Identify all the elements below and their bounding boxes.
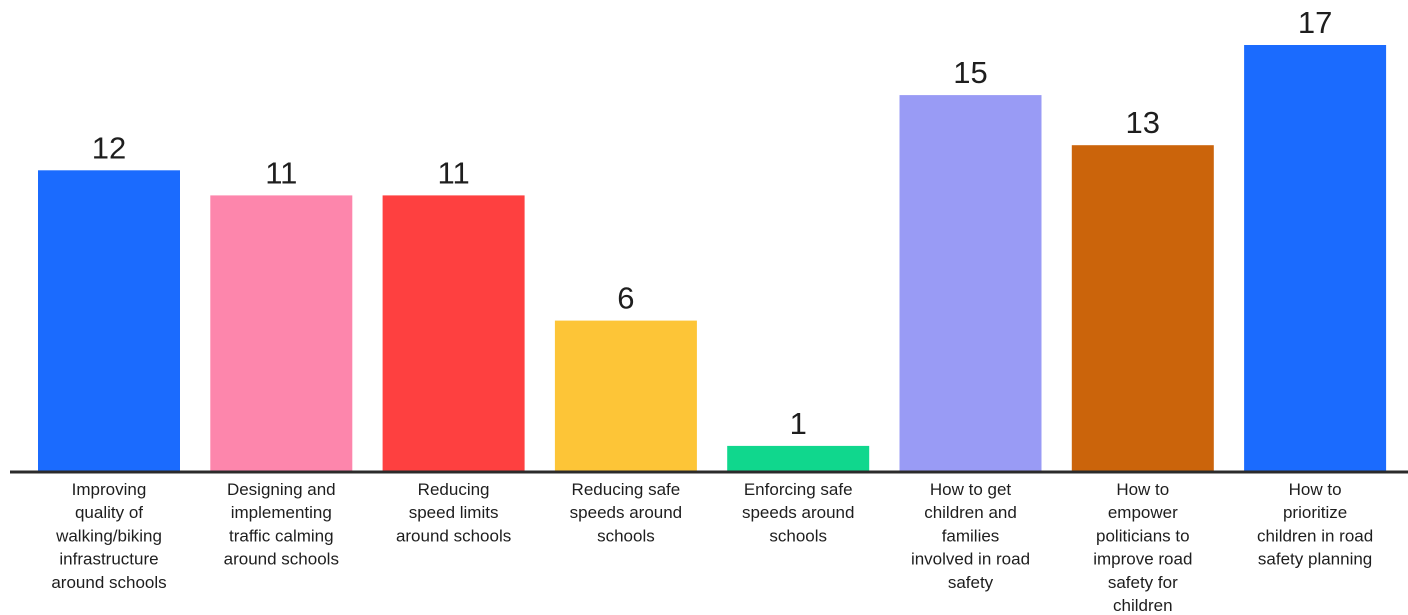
- bar-3: [382, 195, 525, 471]
- category-labels-group: Improving quality of walking/biking infrast…: [51, 480, 1373, 615]
- category-label-line: How to: [1116, 480, 1169, 499]
- category-label-line: Reducing safe: [572, 480, 681, 499]
- category-label-line: Reducing: [418, 480, 490, 499]
- value-label-2: 11: [265, 155, 297, 190]
- category-label-line: improve road: [1093, 550, 1192, 569]
- category-label-line: politicians to: [1096, 526, 1190, 545]
- category-label-line: prioritize: [1283, 503, 1347, 522]
- value-label-5: 1: [790, 406, 807, 441]
- category-label-line: speeds around: [570, 503, 682, 522]
- category-label-line: Enforcing safe: [744, 480, 853, 499]
- category-label-line: safety for: [1108, 573, 1178, 592]
- category-label-line: How to: [1289, 480, 1342, 499]
- category-label-line: safety: [948, 573, 994, 592]
- category-label-line: families: [942, 526, 1000, 545]
- bar-8: [1244, 45, 1387, 471]
- bar-5: [727, 445, 870, 471]
- value-labels-group: 12 11 11 6 1 15 13 17: [92, 5, 1333, 441]
- category-label-line: speeds around: [742, 503, 854, 522]
- category-label-1: Improving quality of walking/biking infrast…: [51, 480, 166, 592]
- category-label-line: children in road: [1257, 526, 1373, 545]
- value-label-3: 11: [438, 155, 470, 190]
- category-label-line: schools: [597, 526, 655, 545]
- category-label-5: Enforcing safe speeds around schools: [742, 480, 854, 545]
- category-label-line: quality of: [75, 503, 143, 522]
- category-label-line: Improving: [72, 480, 147, 499]
- category-label-line: implementing: [231, 503, 332, 522]
- category-label-line: How to get: [930, 480, 1012, 499]
- category-label-6: How to get children and families involved i…: [911, 480, 1030, 592]
- category-label-line: walking/biking: [55, 526, 162, 545]
- bar-1: [38, 170, 180, 472]
- category-label-4: Reducing safe speeds around schools: [570, 480, 682, 545]
- value-label-8: 17: [1298, 5, 1332, 40]
- value-label-6: 15: [953, 55, 987, 90]
- category-label-line: schools: [769, 526, 827, 545]
- category-label-line: traffic calming: [229, 526, 334, 545]
- bar-2: [210, 195, 353, 471]
- category-label-line: children: [1113, 596, 1173, 615]
- bar-4: [554, 320, 697, 471]
- category-label-line: infrastructure: [59, 550, 158, 569]
- category-label-3: Reducing speed limits around schools: [396, 480, 511, 545]
- value-label-7: 13: [1126, 105, 1160, 140]
- category-label-line: children and: [924, 503, 1017, 522]
- bar-6: [899, 95, 1042, 471]
- category-label-line: around schools: [224, 550, 339, 569]
- category-label-line: involved in road: [911, 550, 1030, 569]
- category-label-8: How to prioritize children in road safety p…: [1257, 480, 1373, 569]
- category-label-line: around schools: [396, 526, 511, 545]
- category-label-7: How to empower politicians to improve road s…: [1093, 480, 1192, 615]
- value-label-4: 6: [617, 281, 634, 316]
- category-label-line: around schools: [51, 573, 166, 592]
- bars-group: [38, 45, 1387, 472]
- category-label-line: Designing and: [227, 480, 336, 499]
- category-label-line: speed limits: [409, 503, 499, 522]
- category-label-line: empower: [1108, 503, 1178, 522]
- bar-7: [1071, 145, 1214, 471]
- category-label-line: safety planning: [1258, 550, 1372, 569]
- category-label-2: Designing and implementing traffic calming…: [224, 480, 339, 569]
- value-label-1: 12: [92, 130, 126, 165]
